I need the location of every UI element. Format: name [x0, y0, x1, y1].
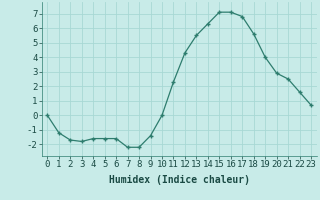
X-axis label: Humidex (Indice chaleur): Humidex (Indice chaleur)	[109, 175, 250, 185]
